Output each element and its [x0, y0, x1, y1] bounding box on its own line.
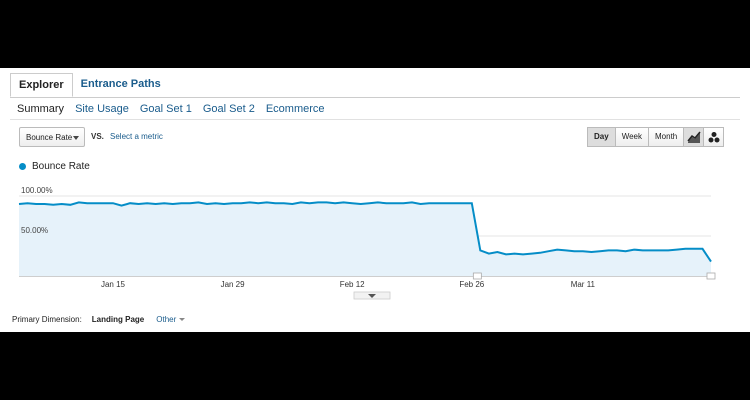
- tab-entrance-paths[interactable]: Entrance Paths: [80, 78, 161, 90]
- y-tick-label: 100.00%: [21, 186, 53, 195]
- period-toggle: Day Week Month: [587, 127, 685, 147]
- primary-dimension: Primary Dimension: Landing Page Other: [12, 315, 186, 324]
- series-area: [19, 202, 711, 276]
- subnav-ecommerce[interactable]: Ecommerce: [265, 103, 325, 115]
- motion-chart-button[interactable]: [703, 127, 724, 147]
- subnav-summary[interactable]: Summary: [17, 103, 65, 115]
- report-tabs: Explorer Entrance Paths: [10, 73, 169, 97]
- report-panel: Explorer Entrance Paths Summary Site Usa…: [0, 68, 750, 332]
- tab-explorer[interactable]: Explorer: [10, 73, 73, 97]
- chart-legend: Bounce Rate: [19, 161, 90, 172]
- bounce-rate-chart: 100.00% 50.00% Jan 15 Jan 29 Feb 12 Feb 26 Ma…: [18, 186, 716, 300]
- metric-dropdown[interactable]: Bounce Rate: [19, 127, 85, 147]
- tabs-divider: [10, 97, 740, 98]
- x-tick-label: Feb 12: [340, 280, 365, 289]
- other-dimension-label: Other: [156, 315, 177, 324]
- metric-dropdown-value: Bounce Rate: [26, 133, 73, 142]
- legend-swatch: [19, 163, 26, 170]
- legend-label: Bounce Rate: [32, 161, 90, 172]
- subnav-site-usage[interactable]: Site Usage: [75, 103, 129, 115]
- subnav-goal-set-1[interactable]: Goal Set 1: [139, 103, 192, 115]
- month-button[interactable]: Month: [648, 127, 685, 147]
- annotation-marker[interactable]: [472, 272, 482, 280]
- primary-dimension-value: Landing Page: [91, 315, 145, 324]
- chevron-down-icon: [73, 136, 79, 140]
- y-tick-label: 50.00%: [21, 226, 48, 235]
- subnav-divider: [10, 119, 740, 120]
- bottom-letterbox: [0, 332, 750, 400]
- x-tick-label: Jan 29: [221, 280, 246, 289]
- other-dimension-dropdown[interactable]: Other: [156, 315, 186, 324]
- vs-label: VS.: [91, 132, 104, 141]
- series-line: [18, 201, 712, 263]
- primary-dimension-label: Primary Dimension:: [12, 315, 82, 324]
- chart-type-toggle: [683, 127, 724, 147]
- motion-chart-icon: [708, 132, 720, 143]
- x-tick-label: Jan 15: [101, 280, 126, 289]
- subnav: Summary Site Usage Goal Set 1 Goal Set 2…: [17, 100, 325, 118]
- top-letterbox: [0, 0, 750, 68]
- select-metric-link[interactable]: Select a metric: [110, 132, 163, 141]
- chevron-down-icon: [368, 294, 376, 298]
- line-chart-icon: [687, 131, 701, 143]
- chevron-down-icon: [179, 318, 186, 322]
- x-tick-label: Feb 26: [459, 280, 484, 289]
- x-tick-label: Mar 11: [571, 280, 596, 289]
- subnav-goal-set-2[interactable]: Goal Set 2: [202, 103, 255, 115]
- annotation-marker[interactable]: [706, 272, 716, 280]
